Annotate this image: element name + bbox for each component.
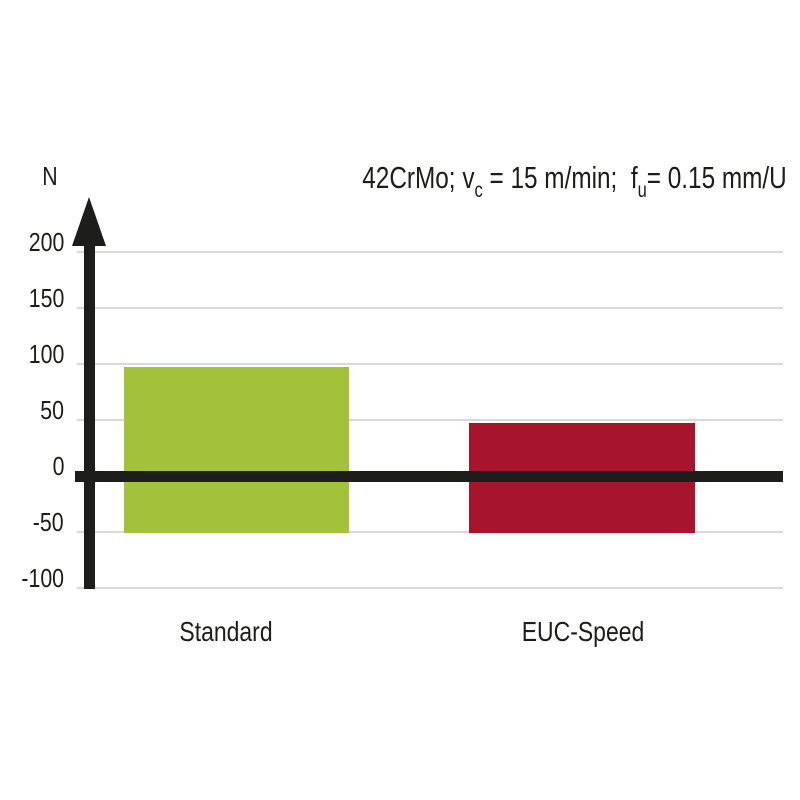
y-axis-unit-label: N: [42, 161, 58, 191]
y-tick-label: 50: [40, 395, 64, 425]
gridline: [77, 531, 783, 533]
zero-baseline: [75, 471, 783, 482]
gridline: [77, 251, 783, 253]
y-tick-label: -100: [21, 563, 64, 593]
title-subscript: c: [474, 179, 483, 202]
bar-standard: [124, 367, 349, 533]
gridline: [77, 419, 783, 421]
y-tick-label: 150: [28, 283, 64, 313]
y-tick-label: -50: [33, 507, 64, 537]
axis-arrow-up-icon: [72, 197, 106, 246]
gridline: [77, 363, 783, 365]
gridline: [77, 307, 783, 309]
y-axis-line: [84, 240, 95, 589]
y-tick-label: 0: [52, 451, 64, 481]
title-segment: = 0.15 mm/U: [647, 160, 787, 195]
y-tick-label: 100: [28, 339, 64, 369]
category-label: EUC-Speed: [521, 616, 645, 647]
title-segment: = 15 m/min; f: [482, 160, 638, 195]
title-subscript: u: [637, 179, 648, 202]
category-label: Standard: [179, 616, 273, 647]
title-segment: 42CrMo; v: [362, 160, 475, 195]
chart-title: 42CrMo; vc = 15 m/min; fu= 0.15 mm/U: [362, 160, 787, 201]
y-tick-label: 200: [28, 227, 64, 257]
gridline: [77, 587, 783, 589]
